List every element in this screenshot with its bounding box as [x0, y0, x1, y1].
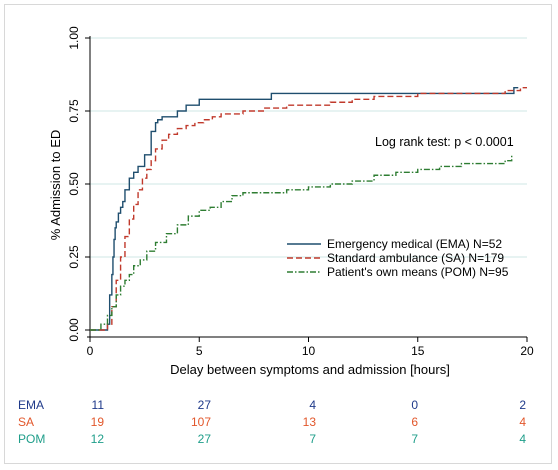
at-risk-label: EMA — [18, 398, 45, 412]
at-risk-label: POM — [18, 432, 46, 446]
y-axis-label: % Admission to ED — [48, 130, 63, 241]
at-risk-cell: 4 — [519, 432, 526, 446]
x-tick-label: 0 — [87, 344, 94, 358]
at-risk-table: EMA 11 27 4 0 2 SA 19 107 13 6 4 POM 12 … — [0, 398, 558, 458]
x-axis-label: Delay between symptoms and admission [ho… — [170, 362, 450, 377]
y-tick-label: 1.00 — [67, 26, 81, 50]
at-risk-row-pom: POM 12 27 7 7 4 — [0, 432, 558, 446]
at-risk-cell: 19 — [90, 415, 104, 429]
at-risk-cell: 12 — [90, 432, 104, 446]
y-tick-label: 0.75 — [67, 99, 81, 123]
at-risk-cell: 4 — [519, 415, 526, 429]
at-risk-cell: 0 — [411, 398, 418, 412]
at-risk-cell: 27 — [197, 398, 211, 412]
at-risk-row-sa: SA 19 107 13 6 4 — [0, 415, 558, 429]
km-chart: 0.00 0.25 0.50 0.75 1.00 0 5 10 15 20 Emergency m… — [48, 26, 534, 377]
legend-label: Patient's own means (POM) N=95 — [327, 265, 509, 279]
series-layer — [90, 86, 527, 331]
y-tick-label: 0.00 — [67, 318, 81, 342]
series-line-1 — [90, 86, 527, 331]
at-risk-label: SA — [18, 415, 35, 429]
legend-label: Standard ambulance (SA) N=179 — [327, 251, 504, 265]
y-tick-label: 0.50 — [67, 172, 81, 196]
at-risk-cell: 7 — [411, 432, 418, 446]
at-risk-cell: 11 — [91, 398, 104, 412]
at-risk-cell: 13 — [302, 415, 316, 429]
at-risk-cell: 2 — [519, 398, 526, 412]
at-risk-cell: 6 — [411, 415, 418, 429]
at-risk-cell: 7 — [309, 432, 316, 446]
series-line-0 — [90, 86, 519, 331]
at-risk-row-ema: EMA 11 27 4 0 2 — [0, 398, 558, 412]
grid-lines — [90, 37, 527, 258]
y-tick-label: 0.25 — [67, 245, 81, 269]
at-risk-cell: 27 — [197, 432, 211, 446]
legend-label: Emergency medical (EMA) N=52 — [327, 237, 502, 251]
figure-frame — [4, 4, 552, 464]
x-tick-label: 5 — [196, 344, 203, 358]
axes: 0.00 0.25 0.50 0.75 1.00 0 5 10 15 20 — [67, 26, 534, 358]
x-tick-label: 20 — [520, 344, 534, 358]
at-risk-cell: 107 — [190, 415, 211, 429]
at-risk-cell: 4 — [309, 398, 316, 412]
x-tick-label: 10 — [302, 344, 316, 358]
annotation: Log rank test: p < 0.0001 — [375, 135, 514, 149]
x-tick-label: 15 — [411, 344, 425, 358]
